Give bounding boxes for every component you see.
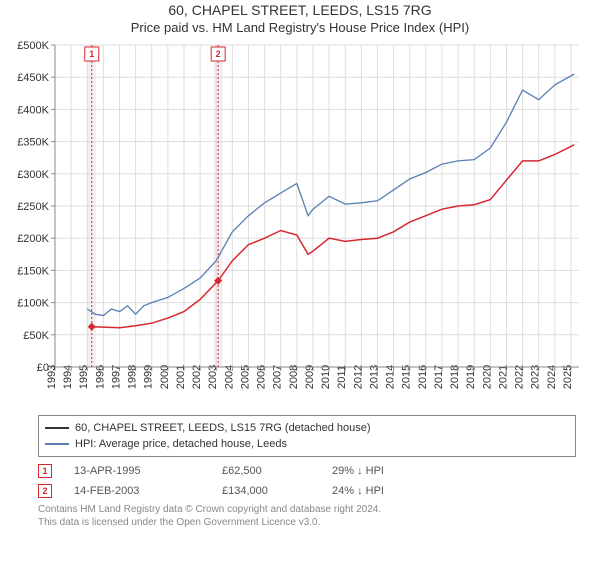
svg-text:£50K: £50K bbox=[23, 330, 49, 342]
svg-text:2019: 2019 bbox=[465, 365, 477, 389]
sale-price: £134,000 bbox=[222, 485, 332, 497]
svg-text:2: 2 bbox=[216, 49, 221, 59]
svg-text:2011: 2011 bbox=[336, 365, 348, 389]
footer-line-1: Contains HM Land Registry data © Crown c… bbox=[38, 503, 562, 516]
svg-text:£100K: £100K bbox=[17, 298, 49, 310]
svg-text:£150K: £150K bbox=[17, 265, 49, 277]
legend: 60, CHAPEL STREET, LEEDS, LS15 7RG (deta… bbox=[38, 415, 576, 457]
svg-text:2007: 2007 bbox=[272, 365, 284, 389]
svg-text:2012: 2012 bbox=[352, 365, 364, 389]
legend-label-red: 60, CHAPEL STREET, LEEDS, LS15 7RG (deta… bbox=[75, 422, 371, 434]
page-subtitle: Price paid vs. HM Land Registry's House … bbox=[0, 20, 600, 35]
legend-row-blue: HPI: Average price, detached house, Leed… bbox=[45, 436, 569, 452]
svg-text:2013: 2013 bbox=[368, 365, 380, 389]
svg-text:£500K: £500K bbox=[17, 40, 49, 52]
sale-marker-2: 2 bbox=[38, 484, 52, 498]
svg-text:2018: 2018 bbox=[449, 365, 461, 389]
svg-text:£400K: £400K bbox=[17, 104, 49, 116]
svg-text:2008: 2008 bbox=[288, 365, 300, 389]
svg-text:2016: 2016 bbox=[417, 365, 429, 389]
table-row: 1 13-APR-1995 £62,500 29% ↓ HPI bbox=[38, 461, 562, 481]
svg-text:2024: 2024 bbox=[546, 365, 558, 389]
price-chart: £0£50K£100K£150K£200K£250K£300K£350K£400… bbox=[9, 39, 591, 409]
svg-text:£250K: £250K bbox=[17, 201, 49, 213]
legend-swatch-red bbox=[45, 427, 69, 429]
svg-text:2021: 2021 bbox=[497, 365, 509, 389]
svg-text:1997: 1997 bbox=[110, 365, 122, 389]
sales-table: 1 13-APR-1995 £62,500 29% ↓ HPI 2 14-FEB… bbox=[38, 461, 562, 501]
svg-text:2000: 2000 bbox=[159, 365, 171, 389]
svg-text:1996: 1996 bbox=[94, 365, 106, 389]
sale-date: 14-FEB-2003 bbox=[74, 485, 222, 497]
footer-line-2: This data is licensed under the Open Gov… bbox=[38, 516, 562, 529]
svg-text:£300K: £300K bbox=[17, 169, 49, 181]
sale-diff: 24% ↓ HPI bbox=[332, 485, 384, 497]
svg-text:1: 1 bbox=[89, 49, 94, 59]
svg-text:1995: 1995 bbox=[78, 365, 90, 389]
svg-text:2010: 2010 bbox=[320, 365, 332, 389]
legend-row-red: 60, CHAPEL STREET, LEEDS, LS15 7RG (deta… bbox=[45, 420, 569, 436]
svg-text:2023: 2023 bbox=[530, 365, 542, 389]
svg-text:2014: 2014 bbox=[385, 365, 397, 389]
svg-text:2005: 2005 bbox=[239, 365, 251, 389]
svg-text:1994: 1994 bbox=[62, 365, 74, 389]
svg-text:£450K: £450K bbox=[17, 72, 49, 84]
legend-label-blue: HPI: Average price, detached house, Leed… bbox=[75, 438, 287, 450]
sale-diff: 29% ↓ HPI bbox=[332, 465, 384, 477]
svg-text:1999: 1999 bbox=[143, 365, 155, 389]
sale-date: 13-APR-1995 bbox=[74, 465, 222, 477]
svg-text:£350K: £350K bbox=[17, 137, 49, 149]
svg-text:2003: 2003 bbox=[207, 365, 219, 389]
svg-text:2001: 2001 bbox=[175, 365, 187, 389]
legend-swatch-blue bbox=[45, 443, 69, 445]
footer: Contains HM Land Registry data © Crown c… bbox=[38, 503, 562, 529]
sale-marker-1: 1 bbox=[38, 464, 52, 478]
svg-text:2025: 2025 bbox=[562, 365, 574, 389]
svg-text:2009: 2009 bbox=[304, 365, 316, 389]
svg-text:2015: 2015 bbox=[401, 365, 413, 389]
svg-text:1993: 1993 bbox=[46, 365, 58, 389]
svg-text:2006: 2006 bbox=[256, 365, 268, 389]
page-title: 60, CHAPEL STREET, LEEDS, LS15 7RG bbox=[0, 2, 600, 18]
svg-text:2017: 2017 bbox=[433, 365, 445, 389]
svg-text:2002: 2002 bbox=[191, 365, 203, 389]
table-row: 2 14-FEB-2003 £134,000 24% ↓ HPI bbox=[38, 481, 562, 501]
sale-price: £62,500 bbox=[222, 465, 332, 477]
svg-text:2004: 2004 bbox=[223, 365, 235, 389]
svg-text:2022: 2022 bbox=[514, 365, 526, 389]
svg-text:£200K: £200K bbox=[17, 233, 49, 245]
svg-text:1998: 1998 bbox=[127, 365, 139, 389]
svg-text:2020: 2020 bbox=[481, 365, 493, 389]
